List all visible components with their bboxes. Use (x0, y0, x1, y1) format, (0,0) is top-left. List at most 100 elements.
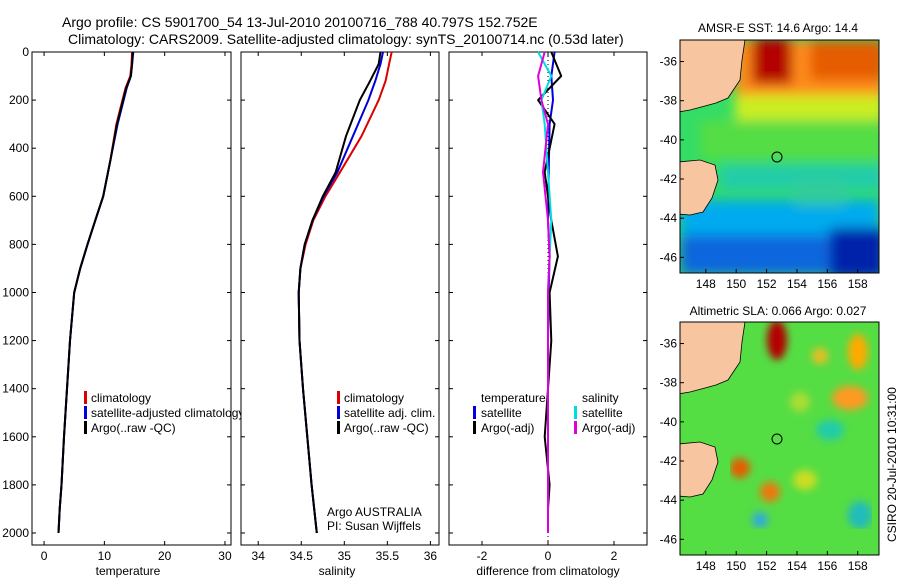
australia-land (680, 322, 746, 498)
sla-patch (767, 322, 787, 360)
legend-label-climatology: climatology (344, 391, 404, 405)
figure-title-line1: Argo profile: CS 5901700_54 13-Jul-2010 … (62, 14, 538, 30)
map-y-tick-label: -38 (660, 376, 678, 390)
legend-label-satellite: satellite adj. clim. (344, 406, 435, 420)
map-x-tick-label: 156 (817, 277, 837, 291)
sla-map-panel: Altimetric SLA: 0.066 Argo: 0.027 148 150… (660, 304, 880, 573)
map-x-tick-label: 150 (726, 277, 746, 291)
legend-swatch-temp-satellite (473, 406, 476, 419)
legend-header-salinity: salinity (582, 391, 619, 405)
x-tick-label: 0 (41, 549, 48, 563)
legend-label-sal-satellite: satellite (582, 406, 623, 420)
salinity-series (297, 51, 393, 534)
sst-map-frame (679, 39, 880, 274)
sla-patch (832, 386, 868, 410)
y-tick-label: 200 (9, 93, 29, 107)
argo-float-marker (771, 151, 783, 163)
map-x-tick-label: 152 (757, 277, 777, 291)
x-tick-label: 35 (338, 549, 352, 563)
temperature-y-ticks: 0 200 400 600 800 1000 1200 1400 1600 1800 2000 (2, 45, 231, 540)
legend-label-argo: Argo(..raw -QC) (344, 421, 429, 435)
sla-patch (848, 501, 872, 529)
sst-patch (810, 40, 879, 80)
y-tick-label: 800 (9, 237, 29, 251)
sla-patch (812, 348, 828, 364)
legend-swatch-climatology (84, 391, 87, 404)
map-y-tick-label: -42 (660, 454, 678, 468)
figure-title-line2: Climatology: CARS2009. Satellite-adjuste… (68, 31, 624, 47)
y-tick-label: 1200 (2, 334, 29, 348)
legend-header-temperature: temperature (481, 391, 546, 405)
sst-map-title: AMSR-E SST: 14.6 Argo: 14.4 (698, 21, 858, 35)
legend-swatch-argo (337, 421, 340, 434)
legend-label-satellite: satellite-adjusted climatology (91, 406, 244, 420)
sla-field (730, 322, 872, 529)
map-x-tick-label: 158 (848, 277, 868, 291)
difference-legend: temperature salinity satellite Argo(-adj… (473, 391, 635, 435)
y-tick-label: 0 (22, 45, 29, 59)
x-tick-label: 10 (98, 549, 112, 563)
map-x-tick-label: 156 (817, 559, 837, 573)
difference-x-ticks: -2 0 2 (477, 52, 618, 563)
sst-map-ticks: 148 150 152 154 156 158 -36 -38 -40 -42 -44 -46 (660, 55, 868, 291)
series-line-salinity-argo-adj (537, 51, 551, 533)
x-tick-label: 0 (545, 549, 552, 563)
argo-float-marker (771, 433, 783, 445)
legend-swatch-satellite (337, 406, 340, 419)
y-tick-label: 1600 (2, 430, 29, 444)
salinity-xlabel: salinity (319, 564, 356, 578)
map-y-tick-label: -44 (660, 493, 678, 507)
map-x-tick-label: 152 (757, 559, 777, 573)
map-x-tick-label: 148 (696, 559, 716, 573)
map-y-tick-label: -44 (660, 211, 678, 225)
salinity-annotation-line1: Argo AUSTRALIA (327, 505, 422, 519)
y-tick-label: 1800 (2, 478, 29, 492)
sla-map-ticks: 148 150 152 154 156 158 -36 -38 -40 -42 -44 -46 (660, 337, 868, 573)
x-tick-label: 2 (611, 549, 618, 563)
salinity-y-ticks (241, 51, 439, 534)
legend-swatch-sal-argo (574, 421, 577, 434)
map-x-tick-label: 150 (726, 559, 746, 573)
y-tick-label: 1000 (2, 285, 29, 299)
sla-patch (790, 392, 810, 412)
map-y-tick-label: -40 (660, 133, 678, 147)
map-y-tick-label: -36 (660, 337, 678, 351)
legend-label-temp-argo: Argo(-adj) (481, 421, 534, 435)
sla-patch (848, 334, 868, 370)
salinity-legend: climatology satellite adj. clim. Argo(..… (337, 391, 435, 435)
map-x-tick-label: 148 (696, 277, 716, 291)
x-tick-label: -2 (477, 549, 488, 563)
y-tick-label: 400 (9, 141, 29, 155)
sla-patch (760, 482, 780, 502)
x-tick-label: 34 (252, 549, 266, 563)
sst-patch (752, 40, 792, 84)
legend-swatch-sal-satellite (574, 406, 577, 419)
temperature-x-ticks: 0 10 20 30 (41, 52, 232, 563)
map-y-tick-label: -46 (660, 532, 678, 546)
series-line-argo-raw-qc (57, 51, 134, 534)
temperature-axes-box (31, 51, 232, 546)
sst-patch (830, 228, 879, 273)
difference-xlabel: difference from climatology (476, 564, 619, 578)
sst-patch (795, 180, 845, 205)
legend-label-temp-satellite: satellite (481, 406, 522, 420)
x-tick-label: 34.5 (290, 549, 314, 563)
australia-land (680, 40, 746, 216)
legend-label-climatology: climatology (91, 391, 151, 405)
sla-map-frame (679, 321, 880, 556)
y-tick-label: 600 (9, 189, 29, 203)
map-x-tick-label: 154 (787, 559, 807, 573)
legend-swatch-argo (84, 421, 87, 434)
sla-patch (752, 512, 768, 528)
temperature-legend: climatology satellite-adjusted climatolo… (84, 391, 244, 435)
map-y-tick-label: -38 (660, 94, 678, 108)
legend-label-sal-argo: Argo(-adj) (582, 421, 635, 435)
sst-field (680, 40, 879, 273)
map-y-tick-label: -46 (660, 250, 678, 264)
x-tick-label: 30 (218, 549, 232, 563)
y-tick-label: 1400 (2, 382, 29, 396)
salinity-x-ticks: 34 34.5 35 35.5 36 (252, 52, 438, 563)
series-line-argo-raw-qc (297, 51, 382, 534)
x-tick-label: 36 (424, 549, 438, 563)
